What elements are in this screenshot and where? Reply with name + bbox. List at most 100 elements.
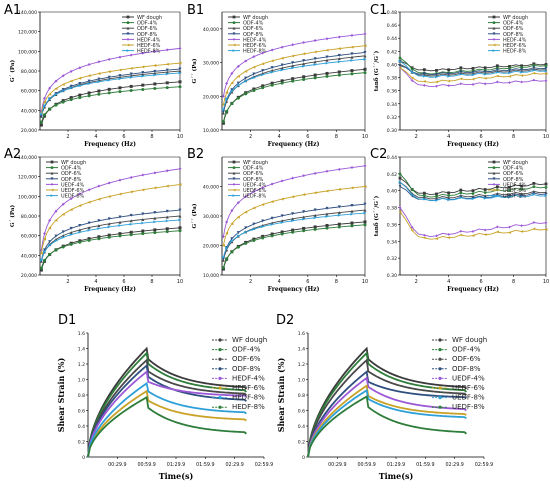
data-point (252, 190, 256, 194)
data-point (48, 218, 52, 222)
data-point (280, 56, 284, 60)
legend-swatch-marker (438, 357, 442, 361)
series-line (40, 68, 181, 117)
x-tick-label: 6 (122, 134, 125, 140)
legend-swatch-marker (232, 15, 236, 19)
data-point (459, 70, 463, 74)
data-point (78, 192, 82, 196)
data-point (447, 79, 451, 83)
x-tick-label: 01:29.9 (167, 462, 185, 468)
legend-swatch-marker (126, 38, 130, 41)
data-point (225, 81, 229, 85)
data-point (236, 245, 240, 249)
data-point (422, 191, 426, 195)
legend-label: ODF-4% (243, 21, 264, 27)
legend-swatch-marker (218, 357, 222, 361)
data-point (313, 39, 317, 43)
data-point (39, 120, 43, 124)
x-tick-label: 8 (512, 134, 515, 140)
legend-label: ODF-4% (503, 21, 524, 27)
data-point (129, 66, 133, 70)
data-point (422, 68, 426, 72)
data-point (141, 65, 145, 69)
series-line (222, 165, 366, 237)
data-point (280, 220, 284, 224)
y-tick-label: 10,000 (203, 128, 219, 134)
y-tick-label: 0.40 (387, 62, 397, 68)
legend-label: WF dough (243, 160, 268, 166)
panel-label-C1: C1 (370, 3, 387, 18)
series-line (40, 86, 181, 123)
legend-label: HEDF-4% (232, 374, 265, 382)
data-point (153, 82, 157, 86)
data-point (87, 74, 91, 78)
legend-label: ODF-8% (452, 365, 481, 373)
data-point (261, 84, 265, 88)
legend-label: WF dough (503, 160, 528, 166)
data-point (39, 123, 43, 127)
data-point (54, 87, 58, 91)
data-point (178, 183, 182, 187)
data-point (87, 94, 91, 98)
legend-label: ODF-6% (137, 26, 158, 32)
y-tick-label: 0.6 (78, 409, 85, 415)
data-point (252, 76, 256, 80)
data-point (87, 91, 91, 95)
data-point (447, 198, 451, 202)
data-point (363, 54, 367, 58)
data-point (153, 73, 157, 77)
data-point (350, 209, 354, 213)
data-point (280, 179, 284, 183)
data-point (178, 67, 182, 71)
data-point (325, 71, 329, 75)
data-point (435, 72, 438, 76)
data-point (350, 58, 354, 62)
legend-label: HEDF-8% (232, 403, 265, 411)
data-point (165, 215, 169, 219)
data-point (244, 92, 248, 96)
data-point (410, 76, 414, 80)
x-axis-title: Frequency (Hz) (84, 286, 136, 293)
data-point (236, 64, 240, 68)
y-tick-label: 0.6 (298, 409, 305, 415)
data-point (363, 32, 367, 36)
data-point (313, 57, 317, 61)
data-point (153, 220, 157, 224)
data-point (471, 73, 475, 77)
data-point (39, 268, 43, 272)
data-point (43, 248, 47, 252)
data-point (252, 72, 256, 76)
legend-swatch-marker (438, 348, 442, 352)
y-tick-label: 10,000 (203, 273, 219, 279)
data-point (165, 184, 169, 188)
legend-label: HEDF-6% (137, 43, 161, 49)
x-tick-label: 2 (415, 279, 418, 285)
data-point (483, 82, 487, 86)
data-point (61, 99, 65, 103)
y-tick-label: 1.2 (298, 362, 305, 368)
y-tick-label: 30,000 (203, 61, 219, 67)
data-point (459, 188, 463, 192)
series-line (307, 388, 467, 458)
data-point (43, 100, 47, 104)
x-axis-title: Frequency (Hz) (84, 141, 136, 148)
x-tick-label: 2 (66, 134, 69, 140)
legend-label: UEDF-6% (452, 384, 485, 392)
svg-text:D1: D1 (58, 313, 76, 328)
data-point (302, 174, 306, 178)
series-line (222, 203, 366, 259)
legend-swatch-marker (232, 43, 236, 47)
legend-swatch-marker (126, 21, 130, 24)
data-point (471, 83, 475, 86)
legend-label: ODF-6% (243, 26, 264, 32)
data-point (178, 214, 182, 218)
legend-label: ODF-4% (137, 21, 158, 27)
legend-swatch-marker (492, 49, 496, 52)
data-point (61, 82, 65, 86)
legend-label: ODF-8% (232, 365, 261, 373)
data-point (252, 87, 256, 91)
data-point (471, 230, 475, 233)
y-tick-label: 0.44 (387, 36, 397, 42)
data-point (244, 230, 248, 234)
series-line (40, 219, 181, 261)
